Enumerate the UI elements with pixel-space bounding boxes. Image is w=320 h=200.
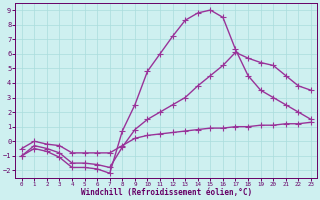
- X-axis label: Windchill (Refroidissement éolien,°C): Windchill (Refroidissement éolien,°C): [81, 188, 252, 197]
